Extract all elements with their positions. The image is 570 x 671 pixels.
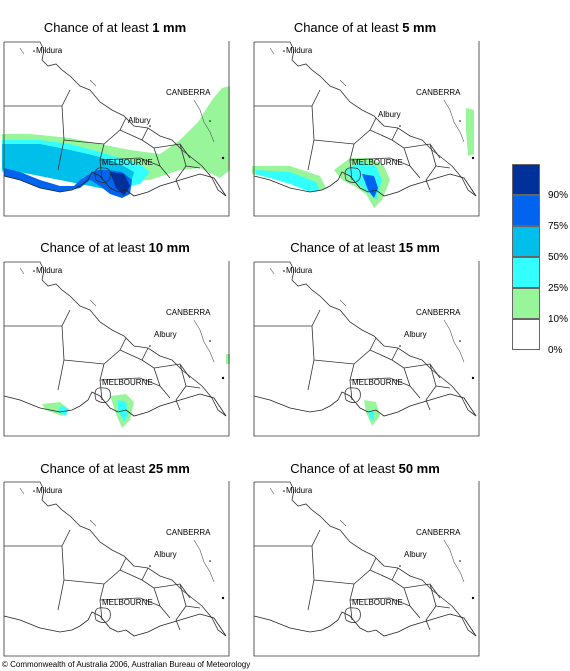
- legend-label-25: 25%: [548, 283, 569, 294]
- label-albury: Albury: [404, 330, 427, 339]
- label-melbourne: MELBOURNE: [352, 598, 403, 607]
- map-panel-15mm: Mildura CANBERRA Albury MELBOURNE: [250, 260, 480, 440]
- map-panel-25mm: Mildura CANBERRA Albury MELBOURNE: [0, 480, 230, 660]
- map-25mm-svg: [3, 480, 230, 657]
- map-50mm-svg: [253, 480, 480, 657]
- map-panel-1mm: Mildura CANBERRA Albury MELBOURNE: [0, 40, 230, 220]
- probability-shading-5mm: [252, 108, 474, 208]
- label-canberra: CANBERRA: [166, 308, 211, 317]
- label-melbourne: MELBOURNE: [352, 378, 403, 387]
- panel-title-15mm: Chance of at least 15 mm: [290, 240, 440, 255]
- legend-swatch-75: [512, 195, 540, 226]
- label-canberra: CANBERRA: [166, 88, 211, 97]
- map-5mm-svg: [252, 40, 480, 217]
- panel-title-25mm: Chance of at least 25 mm: [40, 461, 190, 476]
- panel-title-50mm: Chance of at least 50 mm: [290, 461, 440, 476]
- label-melbourne: MELBOURNE: [102, 158, 153, 167]
- label-albury: Albury: [378, 110, 401, 119]
- label-canberra: CANBERRA: [166, 528, 211, 537]
- label-mildura: Mildura: [286, 266, 313, 275]
- panel-title-1mm: Chance of at least 1 mm: [43, 20, 187, 35]
- copyright-credit: © Commonwealth of Australia 2006, Austra…: [2, 660, 251, 669]
- label-mildura: Mildura: [286, 486, 313, 495]
- label-mildura: Mildura: [36, 46, 63, 55]
- probability-shading-15mm: [364, 400, 380, 426]
- panel-title-5mm: Chance of at least 5 mm: [293, 20, 437, 35]
- legend-label-0: 0%: [548, 345, 563, 356]
- legend-label-90: 90%: [548, 190, 569, 201]
- map-panel-5mm: Mildura CANBERRA Albury MELBOURNE: [250, 40, 480, 220]
- legend-label-75: 75%: [548, 221, 569, 232]
- map-15mm-svg: [253, 260, 480, 437]
- label-melbourne: MELBOURNE: [102, 598, 153, 607]
- legend-swatch-50: [512, 226, 540, 257]
- label-albury: Albury: [128, 116, 151, 125]
- legend-swatch-0: [512, 319, 540, 350]
- label-albury: Albury: [404, 550, 427, 559]
- label-melbourne: MELBOURNE: [102, 378, 153, 387]
- legend-label-50: 50%: [548, 252, 569, 263]
- map-panel-50mm: Mildura CANBERRA Albury MELBOURNE: [250, 480, 480, 660]
- map-1mm-svg: [2, 40, 230, 217]
- map-10mm-svg: [3, 260, 230, 437]
- label-mildura: Mildura: [286, 46, 313, 55]
- legend-swatch-10: [512, 288, 540, 319]
- map-panel-10mm: Mildura CANBERRA Albury MELBOURNE: [0, 260, 230, 440]
- label-canberra: CANBERRA: [416, 308, 461, 317]
- panel-title-10mm: Chance of at least 10 mm: [40, 240, 190, 255]
- legend-swatch-90: [512, 164, 540, 195]
- legend-swatch-25: [512, 257, 540, 288]
- label-albury: Albury: [154, 330, 177, 339]
- probability-shading-10mm: [42, 354, 230, 428]
- label-canberra: CANBERRA: [416, 88, 461, 97]
- label-melbourne: MELBOURNE: [352, 158, 403, 167]
- label-albury: Albury: [154, 550, 177, 559]
- probability-shading-1mm: [2, 86, 230, 198]
- legend-label-10: 10%: [548, 314, 569, 325]
- label-mildura: Mildura: [36, 486, 63, 495]
- label-mildura: Mildura: [36, 266, 63, 275]
- label-canberra: CANBERRA: [416, 528, 461, 537]
